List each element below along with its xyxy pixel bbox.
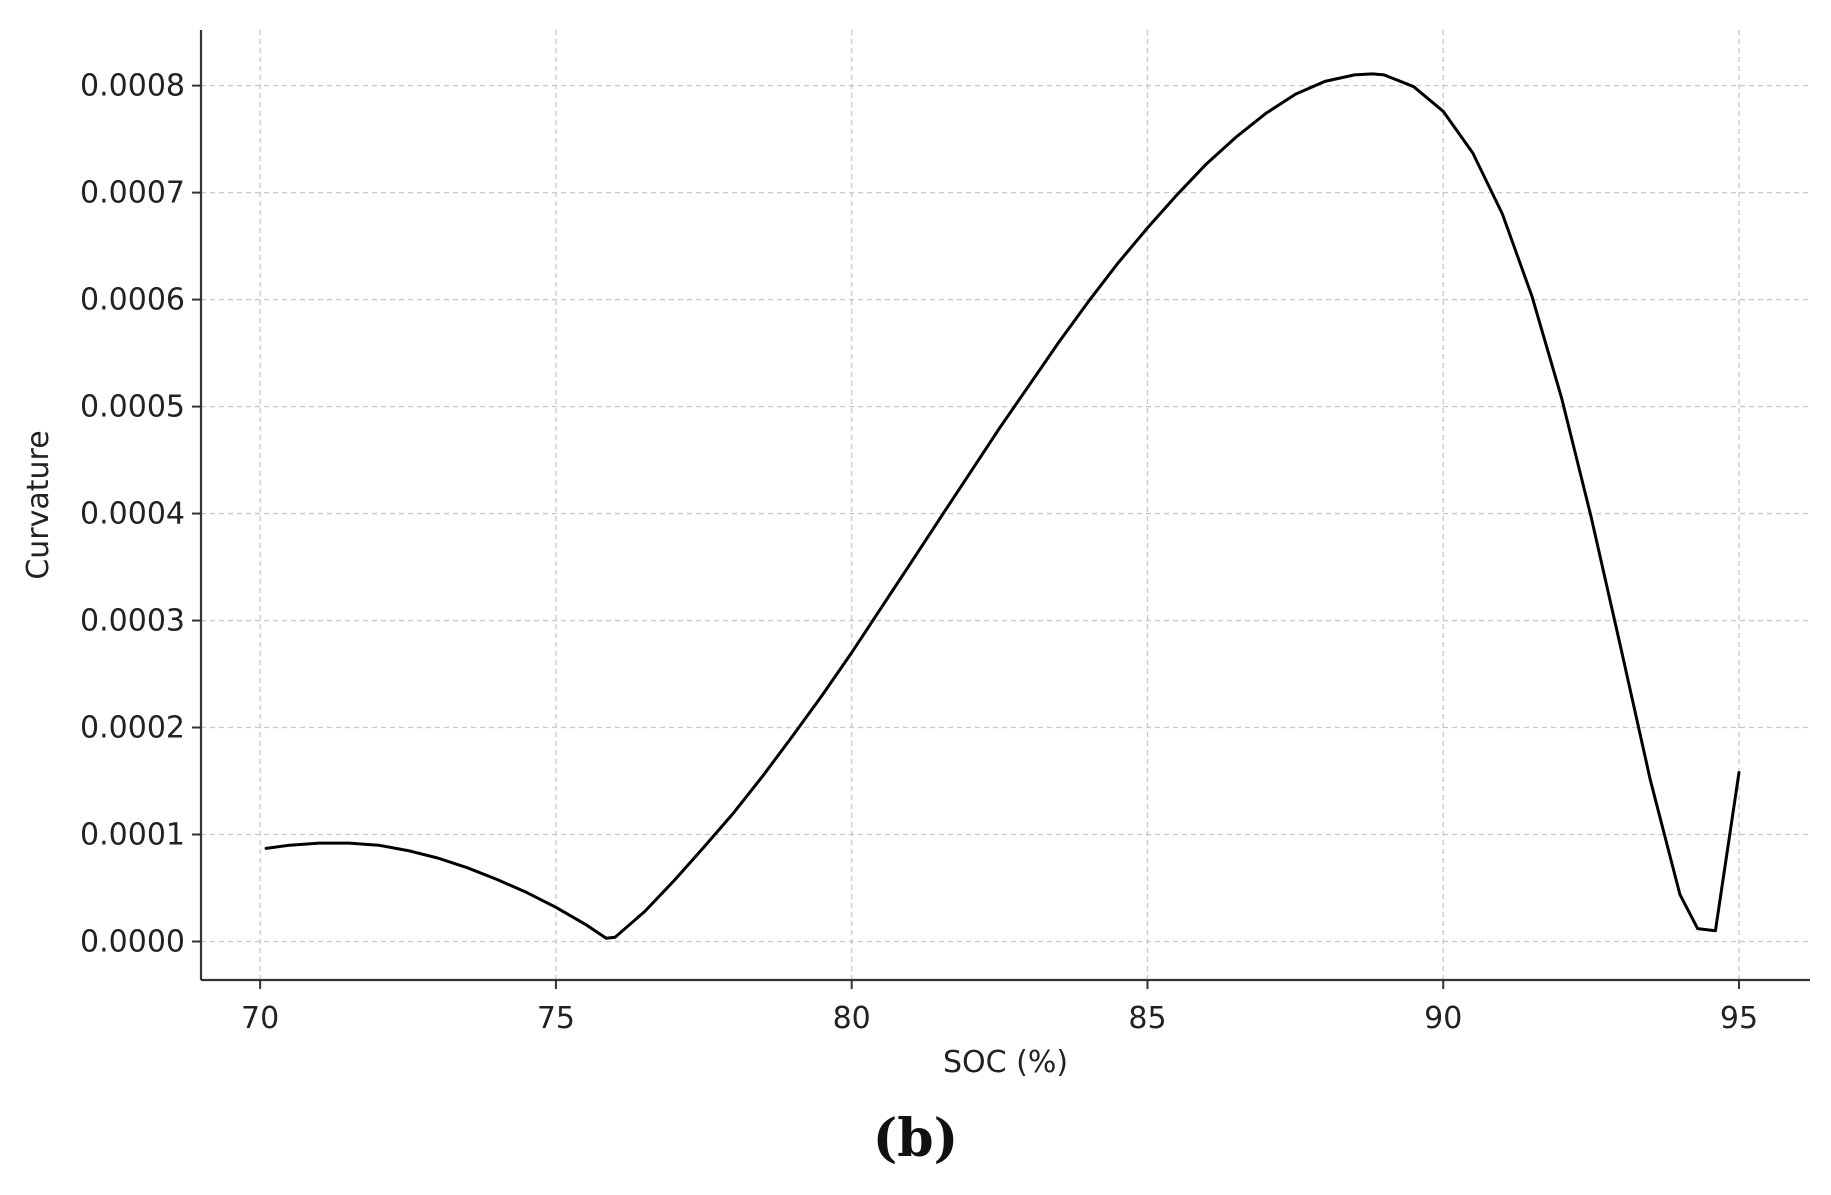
x-tick-label: 90 xyxy=(1424,1001,1462,1036)
curvature-line xyxy=(264,72,1741,940)
panel-label: (b) xyxy=(872,1108,959,1169)
x-axis-ticks: 70 75 80 85 90 95 xyxy=(241,980,1758,1036)
x-tick-label: 80 xyxy=(833,1001,871,1036)
y-axis-title: Curvature xyxy=(21,430,56,579)
x-tick-label: 70 xyxy=(241,1001,279,1036)
x-axis-title: SOC (%) xyxy=(943,1045,1068,1080)
grid xyxy=(201,30,1810,980)
y-tick-label: 0.0002 xyxy=(80,711,185,746)
x-tick-label: 85 xyxy=(1128,1001,1166,1036)
y-tick-label: 0.0001 xyxy=(80,818,185,853)
curvature-chart: 70 75 80 85 90 95 0.00000.00010.00020.00030.0… xyxy=(21,30,1810,1080)
y-tick-label: 0.0008 xyxy=(80,69,185,104)
y-tick-label: 0.0007 xyxy=(80,176,185,211)
y-tick-label: 0.0000 xyxy=(80,924,185,959)
x-tick-label: 95 xyxy=(1720,1001,1758,1036)
y-tick-label: 0.0003 xyxy=(80,604,185,639)
x-tick-label: 75 xyxy=(537,1001,575,1036)
y-tick-label: 0.0004 xyxy=(80,497,185,532)
y-tick-label: 0.0005 xyxy=(80,390,185,425)
y-axis-ticks: 0.0000 0.0001 0.0002 0.0003 0.0004 0.0005 0.00… xyxy=(80,69,201,959)
y-tick-label: 0.0006 xyxy=(80,283,185,318)
